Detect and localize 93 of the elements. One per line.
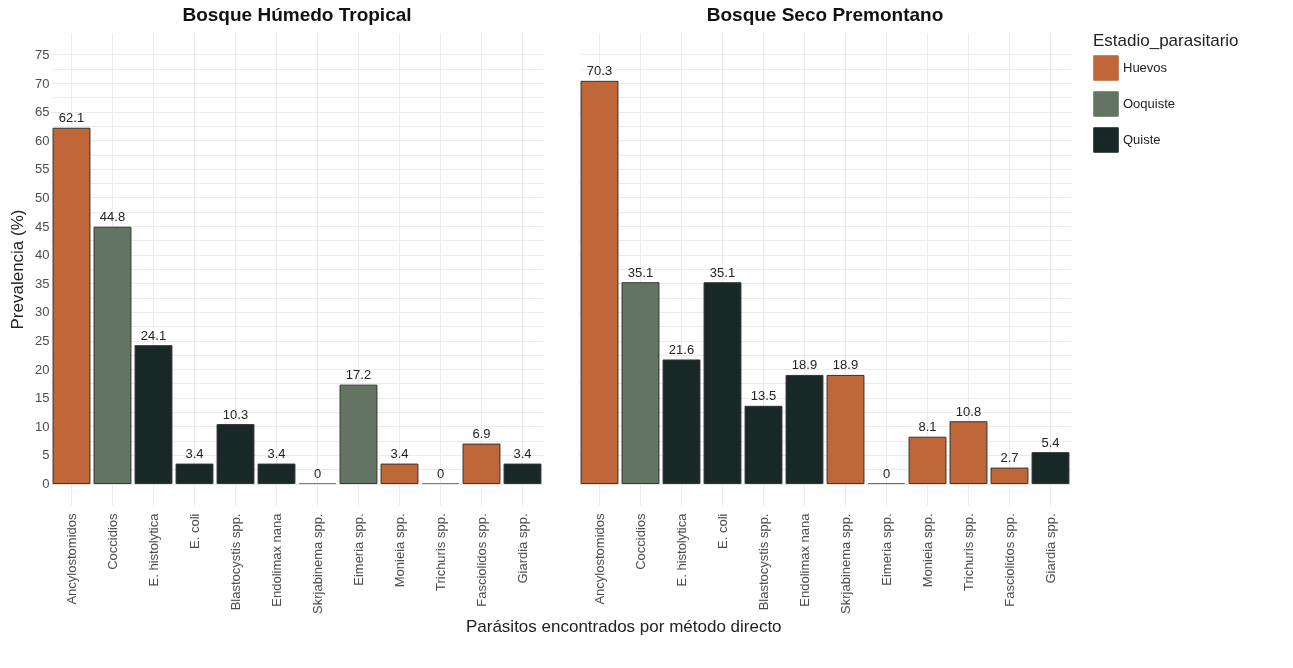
bar [785,374,824,485]
x-tick-label: Trichuris spp. [960,513,976,592]
x-tick-label: Eimeria spp. [878,513,894,586]
bar [703,282,742,485]
y-tick-label: 55 [35,161,50,177]
bar [990,467,1029,485]
y-tick-label: 5 [42,447,50,463]
data-label: 44.8 [99,209,126,225]
y-tick-label: 30 [35,304,50,320]
x-tick-label: Coccidios [104,513,120,570]
data-label: 17.2 [345,367,372,383]
y-tick-label: 20 [35,361,50,377]
data-label: 3.4 [390,446,409,462]
x-tick-label: Trichuris spp. [432,513,448,592]
y-tick-label: 45 [35,218,50,234]
bar [621,282,660,485]
bar [93,226,132,485]
y-tick-label: 75 [35,46,50,62]
bar [216,424,255,485]
data-label: 6.9 [472,426,491,442]
x-tick-label: Skrjabinema spp. [309,513,325,614]
bar [257,463,296,485]
x-tick-label: Giardia spp. [1042,513,1058,584]
x-tick-label: Giardia spp. [514,513,530,584]
legend-label: Ooquiste [1123,96,1176,111]
data-label: 10.8 [955,403,982,419]
chart-title: Bosque Seco Premontano [706,4,944,25]
bar [949,421,988,485]
x-tick-label: Monieia spp. [919,513,935,588]
x-tick-label: Ancylostomidos [63,513,79,605]
x-tick-label: Endolimax nana [796,512,812,607]
bar [1031,452,1070,485]
y-tick-label: 10 [35,418,50,434]
data-label: 18.9 [791,357,818,373]
bar [175,463,214,485]
data-label: 35.1 [627,264,654,280]
y-tick-label: 25 [35,333,50,349]
data-label: 24.1 [140,327,167,343]
legend-title: Estadio_parasitario [1093,31,1239,50]
y-tick-label: 60 [35,132,50,148]
x-tick-label: Endolimax nana [268,512,284,607]
x-tick-label: E. coli [714,513,730,549]
x-tick-label: Skrjabinema spp. [837,513,853,614]
y-tick-label: 0 [42,476,50,492]
data-label: 2.7 [1000,450,1019,466]
bar [134,345,173,485]
y-tick-label: 70 [35,75,50,91]
y-tick-label: 15 [35,390,50,406]
x-axis-title: Parásitos encontrados por método directo [465,617,782,637]
data-label: 62.1 [58,110,85,126]
bar [826,374,865,485]
y-tick-label: 65 [35,104,50,120]
bar [908,436,947,485]
data-label: 8.1 [918,419,937,435]
data-label: 0 [313,465,322,481]
y-tick-label: 40 [35,247,50,263]
x-tick-label: Eimeria spp. [350,513,366,586]
y-tick-label: 35 [35,275,50,291]
x-tick-label: Fasciolidos spp. [1001,513,1017,607]
data-label: 0 [882,465,891,481]
data-label: 3.4 [267,446,286,462]
x-tick-label: Monieia spp. [391,513,407,588]
bar [52,127,91,485]
data-label: 18.9 [832,357,859,373]
x-tick-label: E. histolytica [673,512,689,587]
x-tick-label: Blastocystis spp. [755,513,771,611]
y-axis-title: Prevalencia (%) [8,209,28,330]
bar [580,80,619,485]
data-label: 5.4 [1041,434,1060,450]
bar [462,443,501,485]
x-tick-label: E. histolytica [145,512,161,587]
data-label: 10.3 [222,406,249,422]
data-label: 21.6 [668,341,695,357]
x-tick-label: Blastocystis spp. [227,513,243,611]
legend-label: Quiste [1123,132,1161,147]
x-tick-label: E. coli [186,513,202,549]
data-label: 3.4 [513,446,532,462]
bar [503,463,542,485]
bar [380,463,419,485]
chart-title: Bosque Húmedo Tropical [182,4,412,25]
data-label: 3.4 [185,446,204,462]
bar [662,359,701,485]
x-tick-label: Coccidios [632,513,648,570]
data-label: 0 [436,465,445,481]
data-label: 70.3 [586,63,613,79]
data-label: 13.5 [750,388,777,404]
x-tick-label: Ancylostomidos [591,513,607,605]
legend-label: Huevos [1123,60,1168,75]
data-label: 35.1 [709,264,736,280]
x-tick-label: Fasciolidos spp. [473,513,489,607]
y-tick-label: 50 [35,189,50,205]
bar [744,405,783,485]
bar [339,384,378,485]
